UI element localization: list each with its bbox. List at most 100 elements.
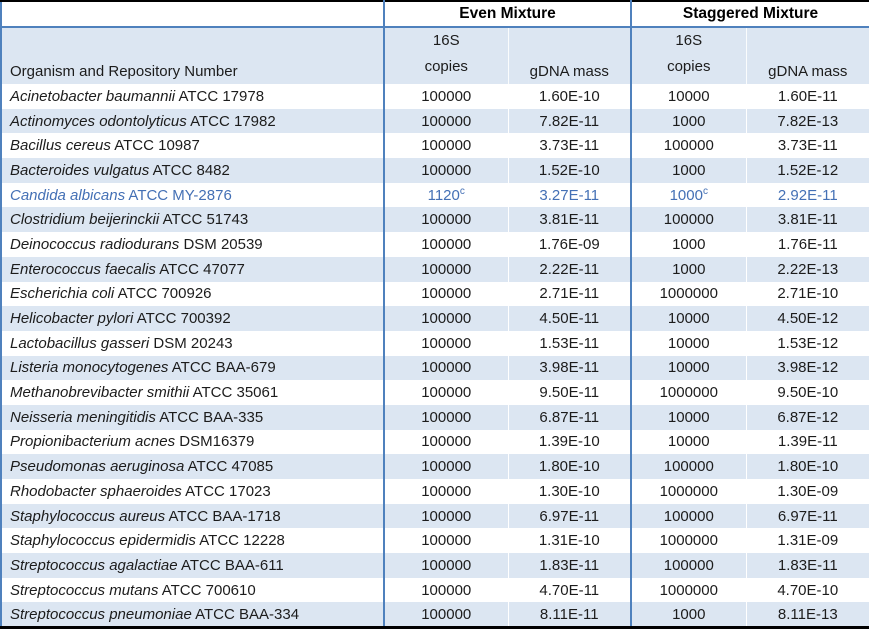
staggered-copies-cell: 1000000 [630,528,747,554]
staggered-gdna-cell: 2.71E-10 [745,281,869,307]
group-header-blank [1,1,384,28]
even-gdna-cell: 1.31E-10 [507,528,632,554]
repository-number: ATCC 47077 [159,260,245,278]
table-row: Bacteroides vulgatus ATCC 8482 100000 1.… [1,158,869,183]
staggered-gdna-cell: 2.92E-11 [745,182,869,208]
staggered-copies-cell: 1000c [630,182,747,208]
repository-number: ATCC BAA-335 [159,408,264,426]
even-gdna-cell: 4.70E-11 [507,577,632,603]
even-copies-cell: 100000 [383,306,508,331]
staggered-gdna-cell: 1.52E-12 [745,158,869,183]
even-gdna-cell: 1.39E-10 [507,429,632,455]
organism-name: Bacillus cereus [10,137,111,155]
col-header-organism: Organism and Repository Number [1,27,384,84]
organism-cell: Candida albicans ATCC MY-2876 [1,182,384,208]
table-header: Even Mixture Staggered Mixture Organism … [1,1,869,84]
repository-number: ATCC MY-2876 [128,186,232,204]
staggered-copies-cell: 100000 [630,454,747,479]
even-copies-cell: 100000 [383,108,508,134]
organism-name: Pseudomonas aeruginosa [10,458,185,476]
organism-cell: Helicobacter pylori ATCC 700392 [1,306,384,331]
even-gdna-cell: 1.80E-10 [507,454,632,479]
organism-name: Streptococcus agalactiae [10,556,178,574]
table-row: Escherichia coli ATCC 700926 100000 2.71… [1,281,869,307]
staggered-copies-cell: 100000 [630,207,747,233]
even-gdna-cell: 7.82E-11 [507,108,632,134]
table-body: Acinetobacter baumannii ATCC 17978 10000… [1,84,869,628]
table-row: Neisseria meningitidis ATCC BAA-335 1000… [1,404,869,430]
staggered-gdna-cell: 1.80E-10 [745,454,869,479]
even-copies-cell: 100000 [383,602,508,628]
table-row: Streptococcus agalactiae ATCC BAA-611 10… [1,553,869,578]
even-gdna-cell: 8.11E-11 [507,602,632,628]
staggered-copies-cell: 10000 [630,404,747,430]
footnote-marker: c [459,185,465,197]
organism-cell: Lactobacillus gasseri DSM 20243 [1,330,384,356]
organism-cell: Rhodobacter sphaeroides ATCC 17023 [1,479,384,504]
even-gdna-cell: 3.81E-11 [507,207,632,233]
even-copies-cell: 100000 [383,207,508,233]
even-copies-cell: 100000 [383,355,508,381]
even-gdna-cell: 1.53E-11 [507,330,632,356]
even-copies-cell: 100000 [383,528,508,554]
table-row: Streptococcus pneumoniae ATCC BAA-334 10… [1,602,869,628]
table-row: Candida albicans ATCC MY-2876 1120c 3.27… [1,182,869,208]
col-header-even-16s-copies: 16S copies [383,27,508,84]
even-copies-cell: 100000 [383,380,508,405]
organism-cell: Streptococcus pneumoniae ATCC BAA-334 [1,602,384,628]
staggered-copies-cell: 1000000 [630,281,747,307]
organism-name: Streptococcus mutans [10,581,159,599]
staggered-gdna-cell: 1.76E-11 [745,232,869,257]
even-copies-cell: 100000 [383,281,508,307]
even-gdna-cell: 1.83E-11 [507,553,632,578]
repository-number: ATCC 47085 [187,458,274,476]
organism-name: Deinococcus radiodurans [10,235,180,253]
staggered-copies-cell: 100000 [630,503,747,529]
staggered-copies-cell: 1000000 [630,479,747,504]
repository-number: ATCC BAA-679 [171,359,276,377]
table-row: Rhodobacter sphaeroides ATCC 17023 10000… [1,479,869,504]
even-copies-cell: 100000 [383,256,508,282]
col-header-copies-label: copies [424,58,468,75]
col-header-16s-label: 16S [675,32,703,49]
repository-number: ATCC 12228 [199,532,285,550]
repository-number: ATCC 700610 [161,581,256,599]
table-row: Acinetobacter baumannii ATCC 17978 10000… [1,84,869,109]
staggered-gdna-cell: 9.50E-10 [745,380,869,405]
staggered-gdna-cell: 3.98E-12 [745,355,869,381]
staggered-gdna-cell: 1.39E-11 [745,429,869,455]
staggered-gdna-cell: 4.70E-10 [745,577,869,603]
staggered-gdna-cell: 6.97E-11 [745,503,869,529]
table-row: Pseudomonas aeruginosa ATCC 47085 100000… [1,454,869,479]
staggered-copies-cell: 1000 [630,158,747,183]
organism-cell: Bacillus cereus ATCC 10987 [1,133,384,159]
even-copies-cell: 100000 [383,479,508,504]
table-row: Bacillus cereus ATCC 10987 100000 3.73E-… [1,133,869,159]
col-header-staggered-gdna-mass: gDNA mass [745,27,869,84]
repository-number: DSM 20539 [183,235,263,253]
staggered-copies-cell: 10000 [630,84,747,109]
group-header-even: Even Mixture [382,1,632,28]
organism-cell: Escherichia coli ATCC 700926 [1,281,384,307]
table-row: Methanobrevibacter smithii ATCC 35061 10… [1,380,869,405]
col-header-copies-label: copies [667,58,711,75]
table-row: Staphylococcus aureus ATCC BAA-1718 1000… [1,503,869,529]
organism-cell: Actinomyces odontolyticus ATCC 17982 [1,108,384,134]
even-gdna-cell: 2.71E-11 [507,281,632,307]
staggered-gdna-cell: 7.82E-13 [745,108,869,134]
organism-name: Bacteroides vulgatus [10,161,150,179]
even-copies-cell: 100000 [383,158,508,183]
even-gdna-cell: 1.30E-10 [507,479,632,504]
organism-cell: Streptococcus mutans ATCC 700610 [1,577,384,603]
repository-number: ATCC 17023 [185,482,271,500]
even-gdna-cell: 9.50E-11 [507,380,632,405]
even-copies-cell: 100000 [383,577,508,603]
footnote-marker: c [702,185,708,197]
even-gdna-cell: 3.27E-11 [507,182,632,208]
repository-number: ATCC 17982 [190,112,276,130]
repository-number: ATCC 8482 [152,161,230,179]
organism-cell: Enterococcus faecalis ATCC 47077 [1,256,384,282]
even-copies-cell: 100000 [383,84,508,109]
even-copies-cell: 100000 [383,553,508,578]
staggered-gdna-cell: 1.31E-09 [745,528,869,554]
